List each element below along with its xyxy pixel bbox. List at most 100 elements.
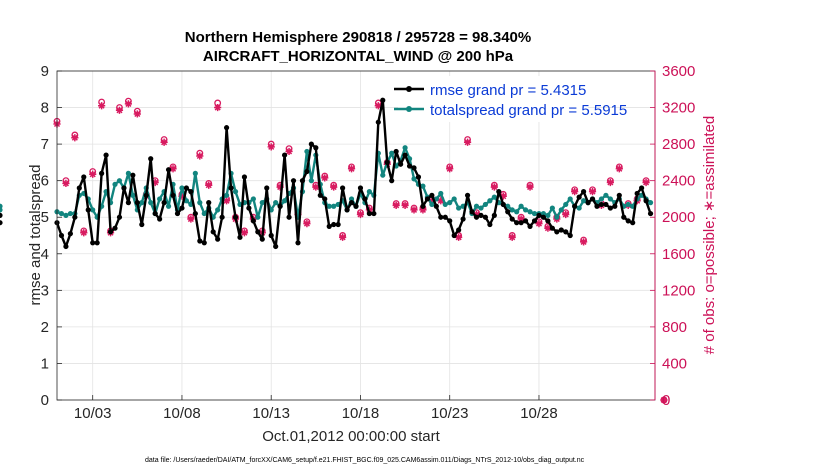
spread-point — [348, 196, 355, 202]
spread-point — [130, 192, 136, 198]
rmse-point — [558, 227, 564, 233]
rmse-point — [366, 210, 372, 217]
obs-assimilated-point — [133, 110, 141, 118]
obs-assimilated-point — [98, 102, 106, 110]
rmse-point — [487, 221, 493, 228]
rmse-point — [290, 178, 297, 184]
rmse-point — [384, 159, 390, 165]
spread-point — [273, 200, 279, 206]
spread-point — [308, 178, 314, 184]
x-tick-label: 10/03 — [74, 405, 112, 422]
obs-assimilated-point — [89, 170, 97, 178]
spread-point — [491, 194, 497, 200]
y-right-tick-label: 400 — [662, 355, 687, 372]
y-left-tick-label: 9 — [41, 63, 49, 80]
x-tick-label: 10/13 — [252, 405, 290, 422]
rmse-point — [585, 200, 591, 206]
rmse-point — [148, 156, 154, 162]
spread-point — [456, 205, 462, 211]
obs-assimilated-point — [115, 106, 124, 114]
rmse-point — [246, 205, 252, 211]
spread-point — [527, 209, 533, 215]
obs-assimilated-point — [374, 102, 382, 110]
rmse-point — [157, 216, 163, 222]
rmse-point — [371, 210, 377, 217]
obs-assimilated-point — [446, 165, 454, 173]
obs-assimilated-point — [214, 103, 222, 112]
spread-point — [366, 189, 372, 195]
rmse-point — [554, 229, 560, 235]
obs-assimilated-point — [62, 179, 70, 188]
spread-point — [232, 189, 239, 195]
legend-rmse-marker — [406, 86, 412, 92]
rmse-point — [215, 236, 221, 242]
spread-point — [223, 192, 230, 198]
chart-title-line2: AIRCRAFT_HORIZONTAL_WIND @ 200 hPa — [203, 48, 514, 65]
rmse-point — [362, 196, 368, 202]
rmse-point — [277, 203, 283, 209]
rmse-point — [103, 152, 109, 158]
obs-assimilated-point — [535, 220, 543, 228]
rmse-point — [322, 196, 328, 202]
rmse-point — [170, 192, 176, 198]
spread-point — [58, 210, 65, 217]
obs-assimilated-point — [642, 178, 650, 187]
rmse-point — [424, 196, 431, 202]
spread-point — [429, 201, 435, 208]
obs-assimilated-point — [401, 201, 409, 209]
obs-assimilated-point — [660, 396, 668, 404]
y-left-tick-label: 4 — [41, 246, 49, 263]
spread-point — [402, 145, 408, 151]
rmse-point — [621, 214, 627, 220]
rmse-point — [232, 214, 239, 220]
rmse-point — [353, 203, 359, 209]
rmse-point — [580, 189, 587, 195]
obs-assimilated-point — [392, 201, 400, 209]
spread-point — [549, 205, 555, 211]
spread-point — [482, 201, 489, 208]
rmse-point — [389, 178, 395, 184]
obs-assimilated-point — [178, 192, 186, 200]
spread-point — [179, 185, 185, 191]
obs-count-series — [53, 94, 668, 404]
rmse-point — [348, 200, 355, 206]
rmse-point — [518, 220, 524, 226]
rmse-point — [514, 220, 520, 226]
x-tick-label: 10/28 — [520, 405, 558, 422]
rmse-point — [456, 227, 462, 233]
spread-point — [420, 183, 426, 189]
rmse-point — [491, 212, 497, 218]
spread-point — [116, 178, 123, 184]
rmse-point — [340, 185, 346, 191]
y-right-tick-label: 1600 — [662, 246, 695, 263]
rmse-point — [335, 221, 341, 228]
spread-point — [165, 203, 172, 209]
y-right-tick-label: 2800 — [662, 136, 695, 153]
spread-point — [197, 200, 203, 206]
obs-assimilated-point — [151, 178, 159, 187]
x-axis-label: Oct.01,2012 00:00:00 start — [262, 428, 440, 445]
rmse-point — [473, 214, 480, 220]
legend-box — [398, 76, 588, 122]
rmse-point — [317, 192, 323, 198]
rmse-point — [607, 205, 613, 211]
rmse-point — [259, 236, 265, 242]
y-right-tick-label: 2400 — [662, 173, 695, 190]
spread-point — [259, 200, 265, 206]
legend-spread-label: totalspread grand pr = 5.5915 — [430, 102, 627, 119]
rmse-point — [357, 185, 364, 191]
rmse-point — [139, 221, 145, 228]
rmse-point — [433, 203, 439, 209]
spread-point — [509, 207, 515, 213]
x-axis: 10/03 10/08 10/13 10/18 10/23 10/28 — [74, 395, 558, 422]
rmse-point — [563, 229, 569, 235]
obs-assimilated-point — [285, 147, 293, 156]
rmse-point — [639, 185, 645, 191]
rmse-point — [531, 218, 538, 224]
rmse-point — [143, 192, 149, 198]
rmse-point — [647, 210, 654, 217]
obs-assimilated-point — [339, 233, 347, 241]
spread-point — [447, 200, 453, 206]
rmse-point — [643, 198, 649, 204]
rmse-point — [273, 243, 279, 250]
